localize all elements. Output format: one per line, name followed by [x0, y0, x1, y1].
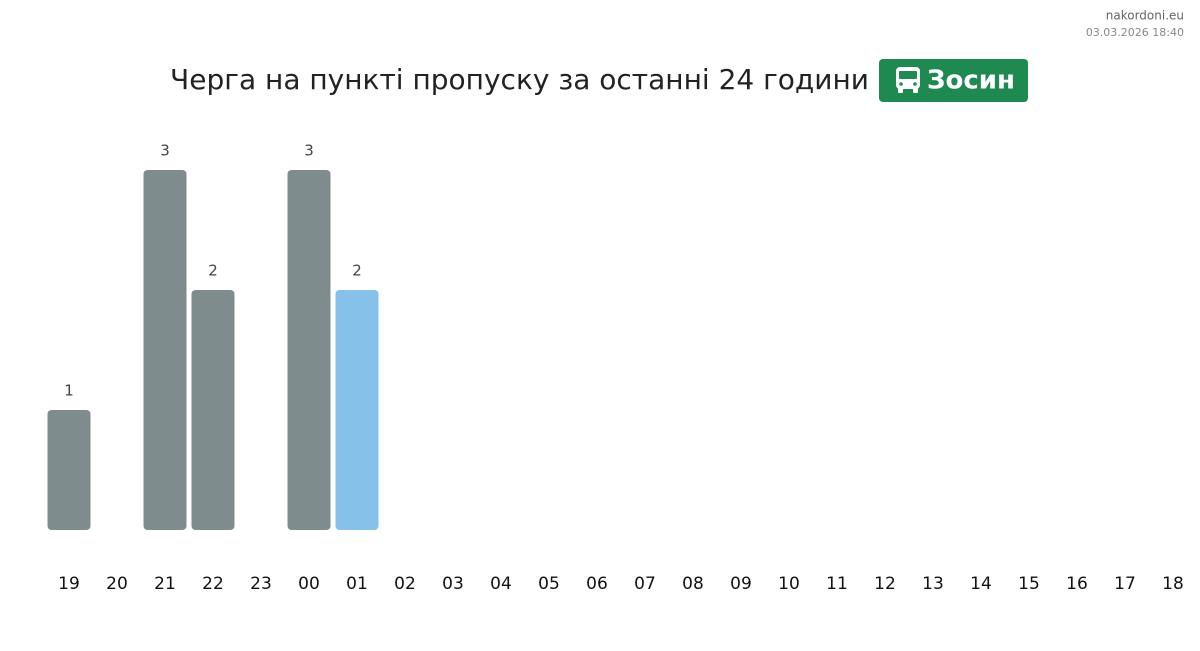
chart-title: Черга на пункті пропуску за останні 24 г… — [170, 63, 869, 96]
x-tick-label: 16 — [1066, 574, 1088, 594]
badge-label: Зосин — [927, 66, 1015, 96]
x-tick-label: 02 — [394, 574, 416, 594]
bar — [191, 290, 235, 530]
x-tick-label: 01 — [346, 574, 368, 594]
x-tick-label: 22 — [202, 574, 224, 594]
timestamp: 03.03.2026 18:40 — [1086, 26, 1184, 39]
bar — [47, 410, 91, 530]
x-tick-label: 12 — [874, 574, 896, 594]
x-tick-label: 03 — [442, 574, 464, 594]
x-tick-label: 19 — [58, 574, 80, 594]
x-tick-label: 09 — [730, 574, 752, 594]
x-tick-label: 15 — [1018, 574, 1040, 594]
x-tick-label: 21 — [154, 574, 176, 594]
x-tick-label: 06 — [586, 574, 608, 594]
x-tick-label: 04 — [490, 574, 512, 594]
x-tick-label: 13 — [922, 574, 944, 594]
value-label: 2 — [352, 262, 362, 280]
x-tick-label: 18 — [1162, 574, 1184, 594]
x-tick-label: 10 — [778, 574, 800, 594]
x-tick-label: 07 — [634, 574, 656, 594]
value-label: 1 — [64, 382, 74, 400]
x-tick-label: 08 — [682, 574, 704, 594]
bar — [143, 170, 187, 530]
x-tick-label: 17 — [1114, 574, 1136, 594]
site: nakordoni.eu — [1106, 9, 1184, 23]
x-tick-label: 20 — [106, 574, 128, 594]
x-tick-label: 11 — [826, 574, 848, 594]
x-tick-label: 05 — [538, 574, 560, 594]
value-label: 3 — [304, 142, 314, 160]
x-tick-label: 23 — [250, 574, 272, 594]
x-tick-label: 14 — [970, 574, 992, 594]
bus-icon — [896, 67, 920, 93]
value-label: 2 — [208, 262, 218, 280]
bar — [287, 170, 331, 530]
bar — [335, 290, 379, 530]
x-tick-label: 00 — [298, 574, 320, 594]
value-label: 3 — [160, 142, 170, 160]
